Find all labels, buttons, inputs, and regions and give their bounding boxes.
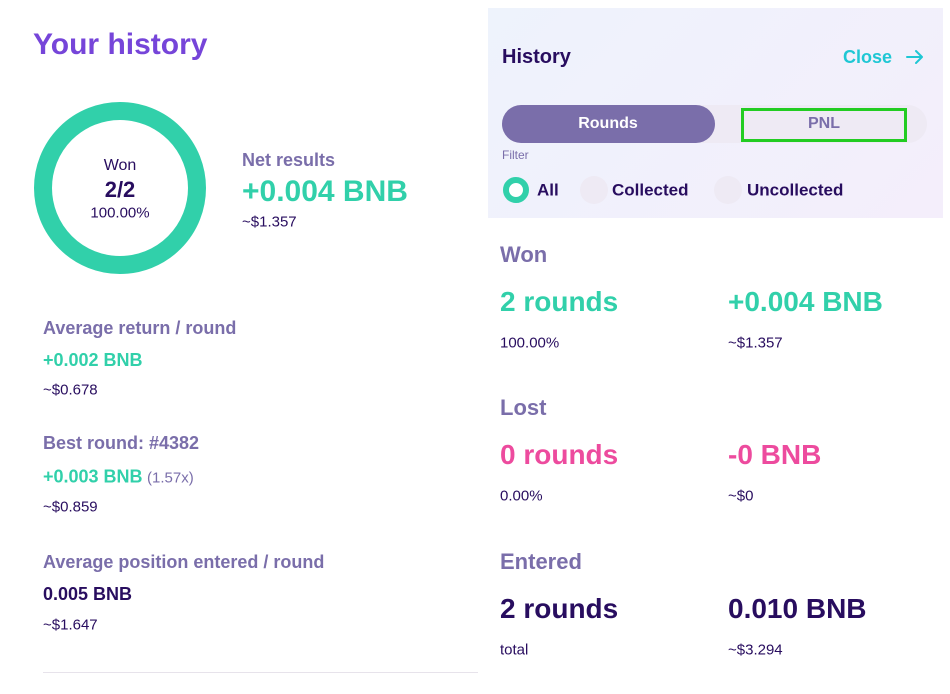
donut-label: Won [103, 157, 137, 174]
rounds: 0 rounds [500, 439, 619, 470]
net-value: +0.004 BNB [242, 175, 408, 208]
stat-value-row: +0.003 BNB (1.57x) [43, 468, 194, 487]
tab-active-bg [502, 105, 715, 143]
radio[interactable] [714, 176, 742, 204]
amount: -0 BNB [728, 439, 822, 470]
close-arrow[interactable] [905, 48, 925, 66]
stat-extra: (1.57x) [147, 469, 194, 487]
stat-value: 0.005 BNB [43, 584, 133, 604]
stat-label: Average position entered / round [43, 552, 325, 572]
stat-usd: ~$0.859 [43, 498, 98, 516]
donut-value: 2/2 [104, 177, 136, 202]
stat-value: +0.002 BNB [43, 350, 143, 370]
close-button[interactable]: Close [843, 47, 893, 67]
rounds-sub: 0.00% [500, 487, 543, 505]
amount-sub: ~$3.294 [728, 641, 783, 659]
stat-label: Best round: #4382 [43, 433, 200, 453]
net-label: Net results [242, 150, 336, 170]
donut-ring [34, 102, 206, 274]
section-heading: Entered [500, 549, 582, 574]
section-heading: Won [500, 242, 548, 267]
divider [43, 672, 478, 673]
filter-label: Filter [502, 148, 529, 162]
rounds-sub: 100.00% [500, 334, 560, 352]
highlight-box [741, 108, 907, 142]
stat-value: +0.003 BNB [43, 466, 143, 487]
amount: +0.004 BNB [728, 286, 883, 317]
rounds: 2 rounds [500, 593, 619, 624]
donut [34, 102, 206, 274]
amount: 0.010 BNB [728, 593, 867, 624]
amount-sub: ~$1.357 [728, 334, 783, 352]
stat-usd: ~$0.678 [43, 381, 98, 399]
filter-option[interactable]: Collected [612, 180, 689, 200]
stat-label: Average return / round [43, 318, 237, 338]
tab[interactable]: PNL [808, 115, 840, 132]
radio[interactable] [580, 176, 608, 204]
panel-title: History [502, 46, 571, 68]
donut-percent: 100.00% [90, 204, 150, 222]
filter-option[interactable]: All [537, 180, 559, 200]
tab[interactable]: Rounds [578, 115, 638, 132]
section-heading: Lost [500, 395, 547, 420]
title: Your history [33, 28, 208, 61]
amount-sub: ~$0 [728, 487, 754, 505]
net-usd: ~$1.357 [242, 213, 297, 231]
stat-usd: ~$1.647 [43, 616, 98, 634]
rounds-sub: total [500, 641, 529, 659]
filter-option[interactable]: Uncollected [747, 180, 844, 200]
rounds: 2 rounds [500, 286, 619, 317]
radio-selected[interactable] [503, 177, 529, 203]
